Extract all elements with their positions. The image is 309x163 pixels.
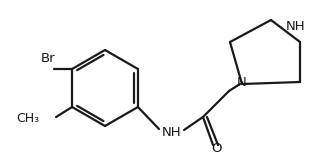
Text: O: O xyxy=(211,141,221,155)
Text: NH: NH xyxy=(162,126,182,139)
Text: N: N xyxy=(237,76,247,89)
Text: Br: Br xyxy=(40,52,55,65)
Text: CH₃: CH₃ xyxy=(16,111,40,125)
Text: NH: NH xyxy=(286,21,306,34)
